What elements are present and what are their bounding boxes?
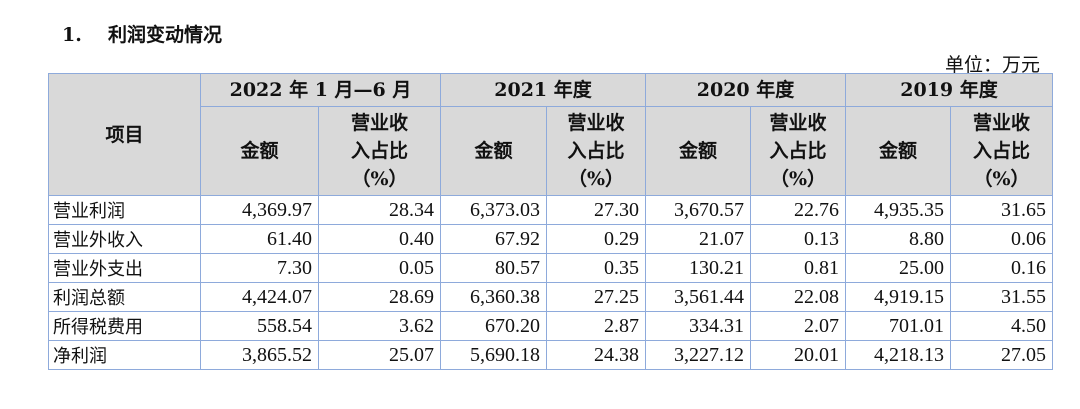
row-item: 利润总额	[48, 282, 201, 312]
ratio-cell: 22.08	[750, 282, 846, 312]
amount-cell: 558.54	[200, 311, 319, 341]
row-item: 营业利润	[48, 195, 201, 225]
period-header: 2022 年 1 月—6 月	[200, 73, 441, 107]
ratio-cell: 0.40	[318, 224, 441, 254]
amount-cell: 3,227.12	[645, 340, 751, 370]
amount-cell: 4,424.07	[200, 282, 319, 312]
amount-cell: 4,935.35	[845, 195, 951, 225]
ratio-cell: 27.30	[546, 195, 646, 225]
ratio-cell: 22.76	[750, 195, 846, 225]
ratio-cell: 0.05	[318, 253, 441, 283]
ratio-cell: 20.01	[750, 340, 846, 370]
ratio-header-line: 入占比	[972, 140, 1030, 162]
amount-cell: 61.40	[200, 224, 319, 254]
amount-cell: 3,561.44	[645, 282, 751, 312]
amount-cell: 130.21	[645, 253, 751, 283]
amount-cell: 80.57	[440, 253, 547, 283]
ratio-cell: 4.50	[950, 311, 1053, 341]
ratio-cell: 24.38	[546, 340, 646, 370]
ratio-header-line: （%）	[567, 168, 625, 190]
ratio-cell: 31.55	[950, 282, 1053, 312]
ratio-header-line: 入占比	[567, 140, 625, 162]
amount-cell: 334.31	[645, 311, 751, 341]
table-row: 营业利润 4,369.97 28.34 6,373.03 27.30 3,670.57 22…	[48, 195, 1053, 225]
amount-cell: 670.20	[440, 311, 547, 341]
ratio-cell: 0.13	[750, 224, 846, 254]
ratio-cell: 28.69	[318, 282, 441, 312]
ratio-cell: 27.05	[950, 340, 1053, 370]
ratio-header-line: （%）	[973, 168, 1030, 190]
section-title: 利润变动情况	[108, 24, 223, 46]
amount-cell: 4,218.13	[845, 340, 951, 370]
amount-cell: 701.01	[845, 311, 951, 341]
ratio-cell: 0.81	[750, 253, 846, 283]
row-item: 所得税费用	[48, 311, 201, 341]
ratio-cell: 31.65	[950, 195, 1053, 225]
table-row: 营业外收入 61.40 0.40 67.92 0.29 21.07 0.13 8.80 0.06	[48, 224, 1053, 254]
ratio-header-line: 入占比	[350, 140, 408, 162]
ratio-cell: 0.06	[950, 224, 1053, 254]
ratio-header-line: 营业收	[350, 112, 408, 134]
amount-cell: 67.92	[440, 224, 547, 254]
period-header: 2019 年度	[845, 73, 1053, 107]
ratio-header: 营业收入占比 （%）	[950, 106, 1053, 196]
ratio-header: 营业收入占比 （%）	[546, 106, 646, 196]
amount-cell: 6,373.03	[440, 195, 547, 225]
ratio-header-line: 入占比	[769, 140, 827, 162]
ratio-cell: 3.62	[318, 311, 441, 341]
amount-header: 金额	[845, 106, 951, 196]
amount-cell: 6,360.38	[440, 282, 547, 312]
ratio-cell: 27.25	[546, 282, 646, 312]
ratio-header: 营业收入占比 （%）	[750, 106, 846, 196]
ratio-header-line: （%）	[351, 168, 408, 190]
amount-cell: 8.80	[845, 224, 951, 254]
unit-label: 单位：万元	[944, 54, 1040, 76]
ratio-cell: 0.35	[546, 253, 646, 283]
amount-cell: 25.00	[845, 253, 951, 283]
ratio-header-line: 营业收	[567, 112, 625, 134]
period-header: 2021 年度	[440, 73, 646, 107]
ratio-cell: 2.07	[750, 311, 846, 341]
item-header: 项目	[48, 73, 201, 196]
amount-cell: 4,919.15	[845, 282, 951, 312]
ratio-cell: 2.87	[546, 311, 646, 341]
ratio-header: 营业收入占比 （%）	[318, 106, 441, 196]
row-item: 营业外收入	[48, 224, 201, 254]
amount-cell: 3,670.57	[645, 195, 751, 225]
amount-header: 金额	[440, 106, 547, 196]
amount-cell: 7.30	[200, 253, 319, 283]
ratio-header-line: 营业收	[769, 112, 827, 134]
table-row: 利润总额 4,424.07 28.69 6,360.38 27.25 3,561.44 22…	[48, 282, 1053, 312]
table-row: 净利润 3,865.52 25.07 5,690.18 24.38 3,227.12 20.…	[48, 340, 1053, 370]
amount-header: 金额	[645, 106, 751, 196]
row-item: 营业外支出	[48, 253, 201, 283]
row-item: 净利润	[48, 340, 201, 370]
table-row: 营业外支出 7.30 0.05 80.57 0.35 130.21 0.81 25.00 0.1…	[48, 253, 1053, 283]
amount-cell: 21.07	[645, 224, 751, 254]
amount-cell: 3,865.52	[200, 340, 319, 370]
period-header: 2020 年度	[645, 73, 846, 107]
ratio-cell: 28.34	[318, 195, 441, 225]
ratio-cell: 0.16	[950, 253, 1053, 283]
amount-cell: 4,369.97	[200, 195, 319, 225]
amount-cell: 5,690.18	[440, 340, 547, 370]
ratio-cell: 0.29	[546, 224, 646, 254]
section-number: 1.	[62, 24, 82, 46]
amount-header: 金额	[200, 106, 319, 196]
profit-table: 项目 2022 年 1 月—6 月 2021 年度 2020 年度 2019 年度 金额…	[48, 73, 1053, 370]
ratio-header-line: （%）	[769, 168, 827, 190]
table-row: 所得税费用 558.54 3.62 670.20 2.87 334.31 2.07 701.0…	[48, 311, 1053, 341]
section-heading: 1. 利润变动情况	[62, 20, 222, 47]
ratio-cell: 25.07	[318, 340, 441, 370]
ratio-header-line: 营业收	[972, 112, 1030, 134]
